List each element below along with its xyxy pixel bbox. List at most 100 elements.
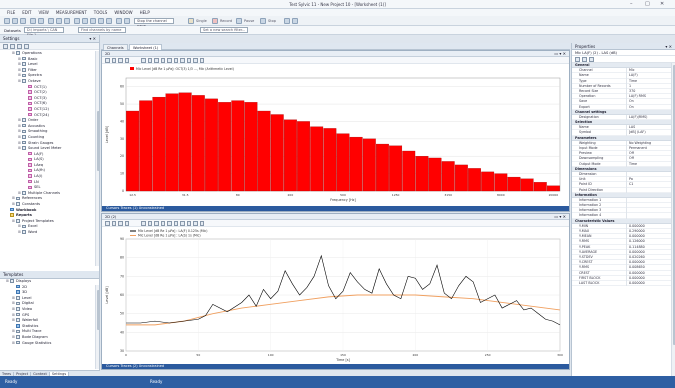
record-button[interactable]: Record [220,19,233,23]
new-icon[interactable] [4,18,10,24]
property-row[interactable]: Information 1 [572,197,675,204]
bar[interactable] [165,93,179,192]
bar[interactable] [362,138,376,192]
expand-icon[interactable]: ⊞ [18,62,21,67]
tab-trees[interactable]: Trees [0,372,15,377]
expand-icon[interactable]: ⊞ [12,340,15,345]
tree-item[interactable]: ⊞ Octave [0,79,99,85]
copy-icon[interactable] [167,221,172,226]
property-row[interactable]: Input Mode Permanent [572,146,675,152]
template-item[interactable]: ⊞ Video [0,307,99,313]
bar[interactable] [520,178,534,192]
template-item[interactable]: 3D [0,290,99,296]
tree-item[interactable]: ⊞ Excel [0,224,99,230]
level-time-chart[interactable]: 30 40 50 60 70 80 90 0 50 100 150 200 250 300 Mic Leve… [102,227,569,365]
tree-item[interactable]: ⊞ Acoustics [0,124,99,130]
property-value[interactable]: 370 [629,88,636,93]
property-row[interactable]: Y-PEAK 0.114880 [572,244,675,250]
bar[interactable] [468,168,481,192]
measure-icon[interactable] [74,18,80,24]
bar[interactable] [283,119,297,192]
bar[interactable] [191,95,205,192]
pan-icon[interactable] [147,221,152,226]
properties-close-icon[interactable]: ▾ ✕ [665,44,672,49]
property-row[interactable]: Y-RMS 0.008650 [572,265,675,271]
property-row[interactable]: Dimension [572,171,675,178]
template-item[interactable]: ⊞ Level [0,296,99,302]
zoom-out-icon[interactable] [124,58,129,63]
plot2-window-controls[interactable]: ▭ ▾ ✕ [554,214,566,219]
property-value[interactable]: Time [629,161,638,166]
expand-icon[interactable]: ⊞ [12,306,15,311]
property-value[interactable]: Time [629,78,638,83]
property-row[interactable]: Y-STDEV 0.020260 [572,254,675,261]
property-value[interactable]: LA(F) RMS [629,94,646,99]
bar[interactable] [402,150,416,192]
copy-icon[interactable] [56,18,62,24]
tree-item[interactable]: ⊞ Smoothing [0,129,99,135]
tree-item[interactable]: ⊞ References [0,196,99,202]
property-value[interactable]: LA(F)(RMS) [629,114,648,119]
property-category[interactable]: Channel settings [572,109,675,115]
expand-icon[interactable]: ⊞ [12,312,15,317]
property-category[interactable]: Information [572,192,675,198]
bar[interactable] [126,110,140,192]
help-icon[interactable] [124,18,130,24]
tree-item[interactable]: ⊞ Multiple Channels [0,191,99,197]
expand-icon[interactable]: ⊞ [18,140,21,145]
flag-icon[interactable] [284,18,290,24]
property-row[interactable]: Point ID C1 [572,182,675,188]
bar[interactable] [297,121,310,192]
tree-item[interactable]: ⊞ Constants [0,202,99,208]
alphabetical-icon[interactable] [582,57,587,62]
series-line-las[interactable] [126,294,561,326]
property-category[interactable]: Parameters [572,135,675,141]
expand-icon[interactable]: ⊞ [12,218,15,223]
property-value[interactable]: No Weighting [629,140,652,145]
template-item[interactable]: Statistics [0,324,99,330]
menu-window[interactable]: WINDOW [114,10,133,15]
property-row[interactable]: Point Direction [572,187,675,193]
bar[interactable] [244,102,258,192]
property-row[interactable]: Export On [572,104,675,110]
tree-item[interactable]: ⊞ Basic [0,57,99,63]
paste-icon[interactable] [64,18,70,24]
zoom-fit-icon[interactable] [141,58,146,63]
template-item[interactable]: ⊞ Gauge Statistics [0,341,99,347]
measure-icon[interactable] [154,221,159,226]
bar[interactable] [231,100,245,192]
property-value[interactable]: On [629,99,634,104]
expand-icon[interactable]: ⊞ [18,190,21,195]
template-item[interactable]: 2D [0,285,99,291]
tree-add-icon[interactable] [3,44,8,49]
tree-item[interactable]: ⊞ Level [0,62,99,68]
pan-icon[interactable] [147,58,152,63]
marker-icon[interactable] [193,58,198,63]
bar[interactable] [546,185,560,192]
tree-item[interactable]: SEL [0,185,99,191]
dataset-path[interactable]: D:\ imports \ CAN File 1 [24,27,64,37]
plot1-window-controls[interactable]: ▭ ▾ ✕ [554,51,566,56]
tree-delete-icon[interactable] [10,44,15,49]
property-row[interactable]: Y-MEAN 0.000000 [572,234,675,240]
tree-item[interactable]: ⊞ Order [0,118,99,124]
expand-icon[interactable]: ⊞ [18,67,21,72]
property-value[interactable]: 1 [629,83,632,88]
stop-icon[interactable] [260,18,266,24]
zoom-in-icon[interactable] [118,221,123,226]
channel-search-input[interactable]: Find channels by name [78,27,126,33]
bar[interactable] [389,145,403,192]
settings-icon[interactable] [116,18,122,24]
stop-button[interactable]: Stop [268,19,276,23]
legend-icon[interactable] [105,58,110,63]
legend-icon[interactable] [105,221,110,226]
zoom-fit-icon[interactable] [141,221,146,226]
tree-item[interactable]: OCT(6) [0,101,99,107]
property-row[interactable]: Save On [572,99,675,105]
property-row[interactable]: Weighting No Weighting [572,140,675,146]
bar[interactable] [178,92,192,192]
bar[interactable] [218,102,232,192]
property-row[interactable]: Information 4 [572,213,675,219]
expand-icon[interactable]: ⊞ [18,224,21,229]
property-row[interactable]: Y-AVERAGE 0.000000 [572,249,675,255]
